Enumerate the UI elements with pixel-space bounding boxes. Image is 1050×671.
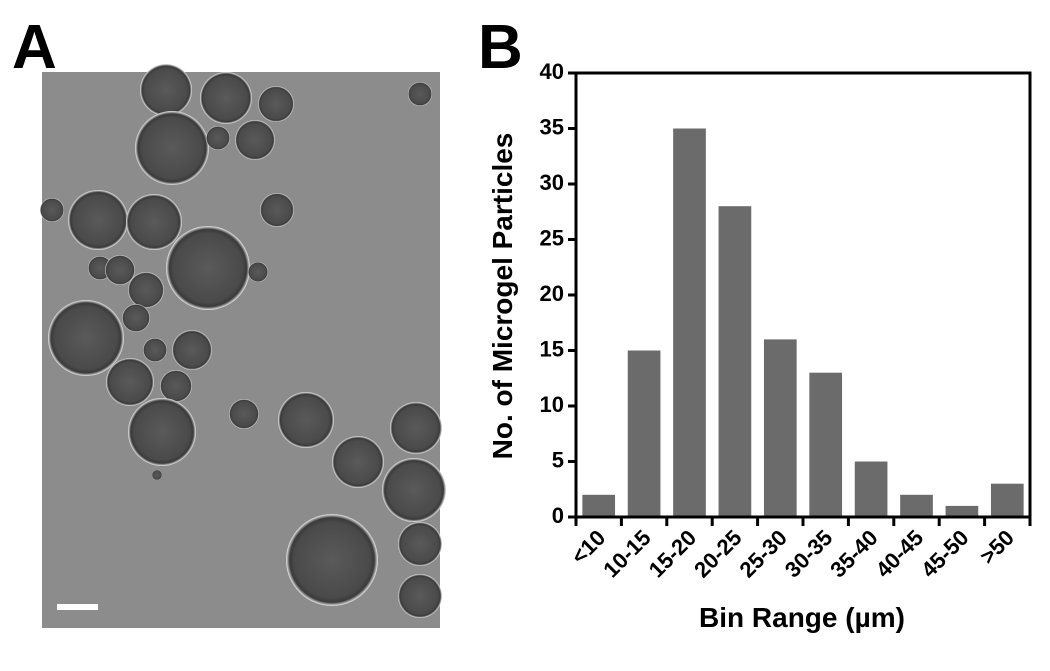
bar (990, 483, 1024, 517)
x-tick-label: 15-20 (644, 525, 701, 582)
y-tick-label: 40 (540, 59, 564, 84)
x-tick-label: 45-50 (916, 525, 973, 582)
y-tick-label: 30 (540, 170, 564, 195)
y-tick-label: 0 (552, 503, 564, 528)
y-tick-label: 20 (540, 281, 564, 306)
y-tick-label: 15 (540, 336, 564, 361)
y-tick-label: 10 (540, 392, 564, 417)
panel-label: B (478, 13, 523, 82)
y-tick-label: 25 (540, 225, 564, 250)
x-tick-label: 10-15 (598, 525, 655, 582)
x-tick-label: 20-25 (689, 525, 746, 582)
bar (627, 350, 661, 517)
bar (900, 494, 933, 517)
bar (854, 461, 888, 517)
x-tick-label: 30-35 (780, 525, 837, 582)
x-tick-label: 35-40 (825, 525, 882, 582)
panel-label: A (12, 13, 57, 82)
y-axis-title: No. of Microgel Particles (487, 133, 518, 460)
x-tick-label: >50 (975, 525, 1019, 569)
micrograph (40, 64, 446, 628)
x-axis-title: Bin Range (µm) (699, 602, 905, 633)
y-tick-label: 35 (540, 114, 564, 139)
plot-frame (574, 71, 1032, 519)
bar (673, 128, 706, 517)
bar (945, 505, 979, 517)
bar (718, 206, 752, 517)
bar (582, 494, 616, 517)
bar (809, 372, 843, 517)
y-tick-label: 5 (552, 447, 564, 472)
bar (763, 339, 797, 517)
x-tick-label: 25-30 (734, 525, 791, 582)
x-tick-label: 40-45 (871, 525, 928, 582)
